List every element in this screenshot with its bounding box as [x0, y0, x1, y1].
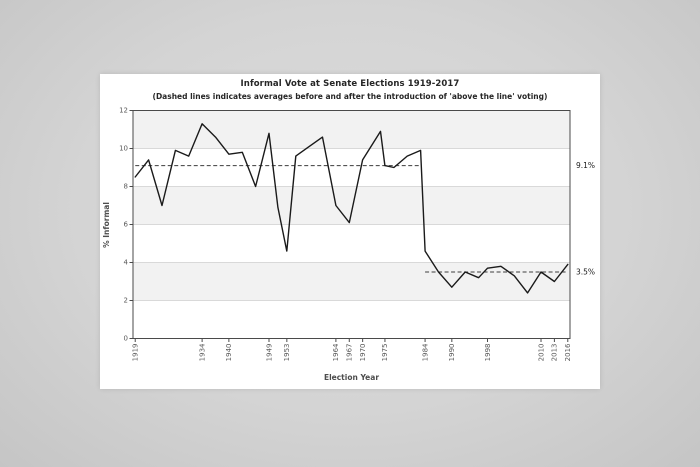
y-tick-label: 10 [119, 145, 128, 153]
x-axis-label: Election Year [323, 373, 380, 382]
y-tick-label: 2 [124, 297, 128, 305]
line-chart: 0 2 4 6 8 10 12 1919 1934 1940 1949 1953 1964 1967 197… [119, 107, 595, 362]
plot-shaded-band [133, 110, 570, 149]
x-tick-label: 1949 [265, 344, 273, 362]
chart-title: Informal Vote at Senate Elections 1919-2… [240, 79, 460, 89]
x-tick-label: 2013 [551, 344, 559, 362]
x-tick-label: 1970 [359, 344, 367, 362]
plot-shaded-band [133, 186, 570, 225]
x-tick-label: 1953 [283, 344, 291, 362]
chart-card: Informal Vote at Senate Elections 1919-2… [100, 74, 600, 389]
y-tick-label: 4 [124, 259, 129, 267]
y-tick-label: 8 [124, 183, 128, 191]
x-tick-label: 1998 [484, 344, 492, 362]
x-tick-label: 2010 [537, 344, 545, 362]
x-tick-label: 1934 [198, 343, 206, 361]
x-tick-label: 1984 [421, 343, 429, 361]
x-tick-label: 1940 [225, 344, 233, 362]
x-tick-label: 2016 [564, 343, 572, 361]
informal-vote-line [134, 123, 569, 294]
x-tick-label: 1919 [131, 344, 139, 362]
x-tick-label: 1964 [332, 343, 340, 361]
y-tick-label: 6 [124, 221, 129, 229]
y-tick-label: 0 [124, 335, 128, 343]
x-tick-label: 1967 [346, 344, 354, 362]
x-tick-label: 1990 [448, 344, 456, 362]
average-annotation-before: 9.1% [576, 161, 595, 170]
average-annotation-after: 3.5% [576, 267, 595, 276]
chart-subtitle: (Dashed lines indicates averages before … [152, 92, 548, 101]
plot-shaded-band [133, 262, 570, 301]
y-tick-label: 12 [119, 107, 128, 115]
x-tick-label: 1975 [381, 344, 389, 362]
